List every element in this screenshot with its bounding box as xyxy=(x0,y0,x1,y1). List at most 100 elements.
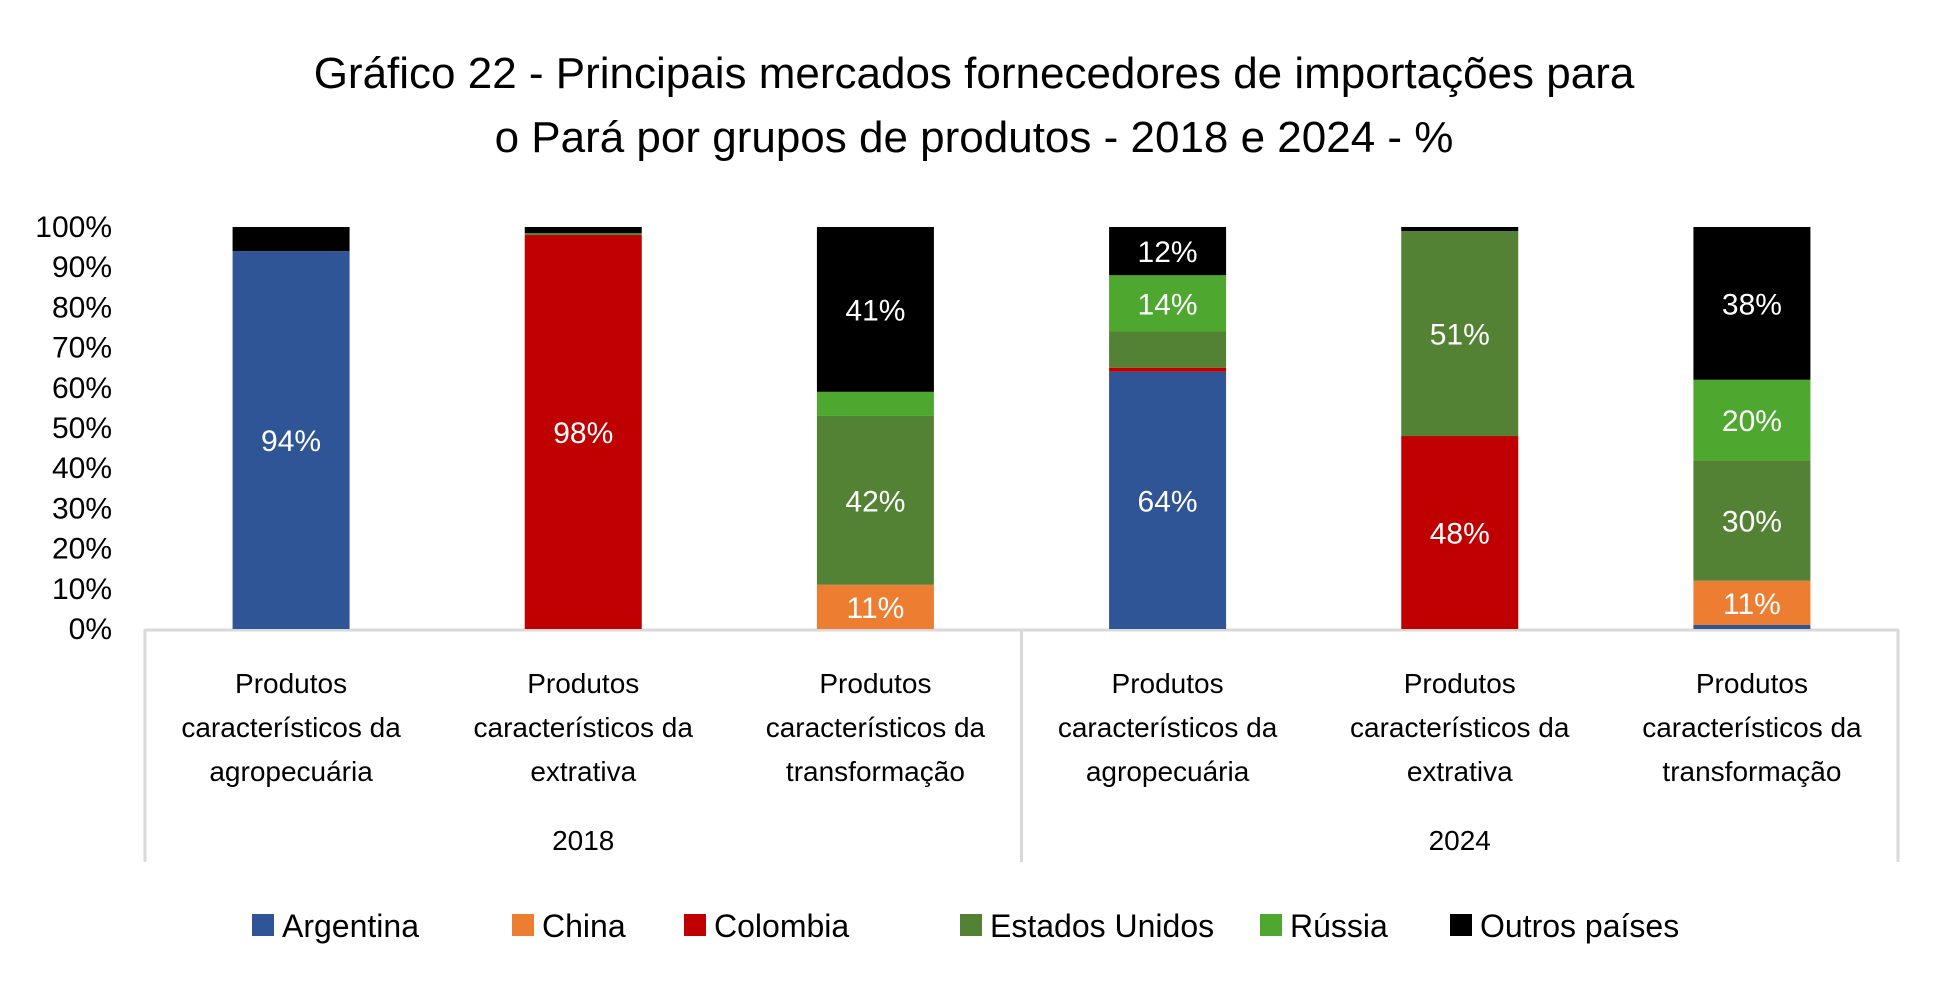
bar-segment-estados-unidos xyxy=(1693,460,1811,581)
legend-item: Argentina xyxy=(252,908,419,944)
bar-segment-argentina xyxy=(1693,624,1811,629)
category-label-line: característicos da xyxy=(474,712,694,743)
category-label-line: característicos da xyxy=(1642,712,1862,743)
data-label: 38% xyxy=(1722,288,1782,321)
y-tick-label: 0% xyxy=(69,613,112,646)
category-label: Produtos característicos da extrativa xyxy=(1350,668,1570,787)
legend-item: China xyxy=(512,908,626,944)
category-label-line: Produtos xyxy=(1112,668,1224,699)
legend-label: Argentina xyxy=(282,908,419,944)
bar-segment-colombia xyxy=(1109,367,1227,372)
category-label-line: característicos da xyxy=(1350,712,1570,743)
bar-segment-estados-unidos xyxy=(1401,231,1519,437)
data-label: 41% xyxy=(845,294,905,327)
y-tick-label: 60% xyxy=(52,372,112,405)
legend-swatch xyxy=(1450,914,1472,936)
bar-segment-estados-unidos xyxy=(816,415,934,585)
data-label: 11% xyxy=(847,592,905,625)
data-label: 30% xyxy=(1722,505,1782,538)
legend-item: Estados Unidos xyxy=(960,908,1214,944)
bar-segment-outros-países xyxy=(1693,227,1811,380)
legend-item: Rússia xyxy=(1260,908,1388,944)
category-label-line: característicos da xyxy=(181,712,401,743)
legend-swatch xyxy=(252,914,274,936)
bar-segment-china xyxy=(1693,580,1811,625)
category-label: Produtos característicos da agropecuária xyxy=(181,668,401,787)
category-label-line: transformação xyxy=(786,756,965,787)
category-label-line: extrativa xyxy=(530,756,636,787)
data-label: 94% xyxy=(261,425,321,458)
category-label-line: transformação xyxy=(1662,756,1841,787)
x-axis: Produtos característicos da agropecuáriaPr… xyxy=(143,628,1900,862)
category-label-line: característicos da xyxy=(1058,712,1278,743)
bars xyxy=(232,227,1811,630)
category-label: Produtos característicos da transformação xyxy=(1642,668,1862,787)
data-label: 98% xyxy=(553,417,613,450)
category-label-line: característicos da xyxy=(766,712,986,743)
bar-segment-colombia xyxy=(1401,436,1519,629)
data-label: 64% xyxy=(1138,485,1198,518)
legend-swatch xyxy=(512,914,534,936)
bar-segment-outros-países xyxy=(524,227,642,234)
category-label-line: Produtos xyxy=(819,668,931,699)
legend-label: Rússia xyxy=(1290,908,1388,944)
bar-segment-argentina xyxy=(232,251,350,629)
y-axis: 0% 10% 20% 30% 40% 50% 60% 70% 80% 90% 100% xyxy=(35,211,112,646)
category-label-line: Produtos xyxy=(1404,668,1516,699)
category-label-line: Produtos xyxy=(235,668,347,699)
legend-swatch xyxy=(684,914,706,936)
group-label: 2018 xyxy=(552,825,614,856)
y-tick-label: 10% xyxy=(52,573,112,606)
legend-item: Colombia xyxy=(684,908,849,944)
legend-label: Estados Unidos xyxy=(990,908,1214,944)
y-tick-label: 30% xyxy=(52,492,112,525)
legend-item: Outros países xyxy=(1450,908,1679,944)
bar-segment-outros-países xyxy=(1401,227,1519,232)
y-tick-label: 50% xyxy=(52,412,112,445)
legend: Argentina China Colombia Estados Unidos Rúss… xyxy=(252,908,1679,944)
bar-segment-rússia xyxy=(816,391,934,416)
bar-segment-outros-países xyxy=(816,227,934,392)
data-label: 11% xyxy=(1723,588,1781,621)
bar-segment-rússia xyxy=(1693,379,1811,461)
category-label: Produtos característicos da transformação xyxy=(766,668,986,787)
y-tick-label: 40% xyxy=(52,452,112,485)
bar-segment-colombia xyxy=(524,235,642,630)
data-label: 48% xyxy=(1430,518,1490,551)
category-label-line: Produtos xyxy=(1696,668,1808,699)
category-label: Produtos característicos da extrativa xyxy=(474,668,694,787)
category-label-line: Produtos xyxy=(527,668,639,699)
legend-swatch xyxy=(960,914,982,936)
bar-segment-outros-países xyxy=(232,227,350,252)
data-label: 12% xyxy=(1138,236,1198,269)
y-tick-label: 70% xyxy=(52,332,112,365)
category-label: Produtos característicos da agropecuária xyxy=(1058,668,1278,787)
bar-segment-estados-unidos xyxy=(1109,331,1227,368)
bar-segment-outros-países xyxy=(1109,227,1227,276)
bar-segment-estados-unidos xyxy=(524,233,642,236)
bar-segment-china xyxy=(816,584,934,629)
y-tick-label: 80% xyxy=(52,291,112,324)
data-label: 42% xyxy=(845,485,905,518)
group-label: 2024 xyxy=(1429,825,1491,856)
legend-swatch xyxy=(1260,914,1282,936)
legend-label: Outros países xyxy=(1480,908,1679,944)
data-label: 14% xyxy=(1138,288,1198,321)
legend-label: Colombia xyxy=(714,908,849,944)
y-tick-label: 100% xyxy=(35,211,112,244)
y-tick-label: 20% xyxy=(52,533,112,566)
chart-title: Gráfico 22 - Principais mercados fornece… xyxy=(314,49,1635,162)
category-label-line: agropecuária xyxy=(209,756,373,787)
y-tick-label: 90% xyxy=(52,251,112,284)
data-labels: 94% 98% 11% 42% 41% 64% 14% 12% 48% 51% 11% 30% 20% 3… xyxy=(261,236,1782,625)
legend-label: China xyxy=(542,908,626,944)
category-label-line: extrativa xyxy=(1407,756,1513,787)
category-label-line: agropecuária xyxy=(1086,756,1250,787)
bar-segment-argentina xyxy=(1109,371,1227,629)
bar-segment-rússia xyxy=(1109,275,1227,332)
data-label: 20% xyxy=(1722,405,1782,438)
data-label: 51% xyxy=(1430,319,1490,352)
chart-title-line-2: o Pará por grupos de produtos - 2018 e 2… xyxy=(495,113,1454,162)
chart-title-line-1: Gráfico 22 - Principais mercados fornece… xyxy=(314,49,1635,98)
